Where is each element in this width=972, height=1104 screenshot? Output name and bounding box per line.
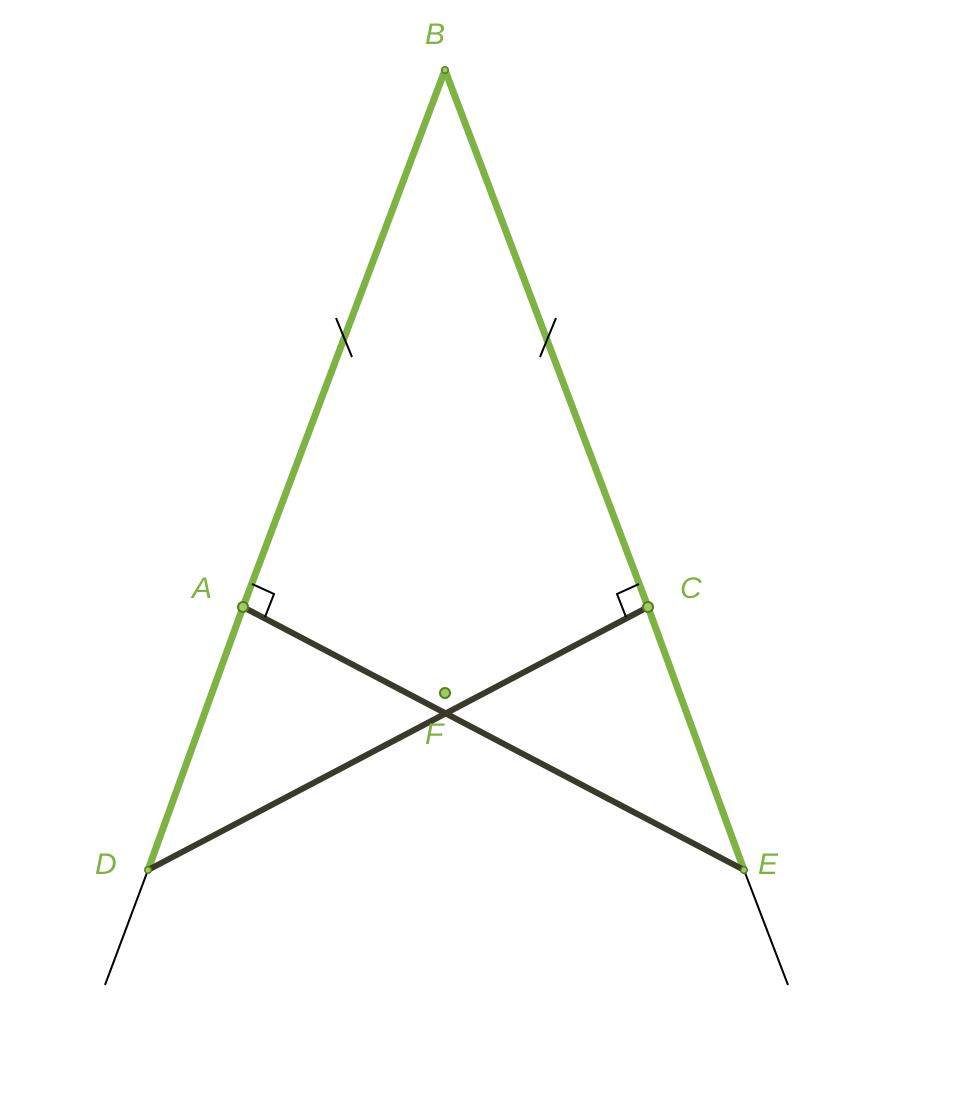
- label-a: A: [192, 572, 212, 606]
- label-f: F: [425, 718, 443, 752]
- extension-line-e: [744, 870, 788, 985]
- label-c: C: [680, 572, 702, 606]
- label-b: B: [425, 18, 445, 52]
- extension-line-d: [105, 870, 148, 985]
- crossing-lines: [148, 607, 744, 870]
- line-bc: [445, 70, 648, 607]
- extension-lines: [105, 870, 788, 985]
- green-triangle-lines: [148, 70, 744, 870]
- geometric-diagram: B A C D E F: [0, 0, 972, 1104]
- line-cd: [148, 607, 648, 870]
- label-d: D: [95, 848, 117, 882]
- label-e: E: [758, 848, 778, 882]
- point-c-marker: [642, 601, 654, 613]
- point-b-marker: [441, 66, 449, 74]
- right-angle-marks: [252, 584, 639, 617]
- point-f-marker: [439, 687, 451, 699]
- line-ae: [243, 607, 744, 870]
- point-markers: [144, 66, 748, 874]
- point-a-marker: [237, 601, 249, 613]
- congruence-tick-marks: [336, 318, 556, 357]
- point-d-marker: [144, 866, 152, 874]
- point-e-marker: [740, 866, 748, 874]
- diagram-svg: [0, 0, 972, 1104]
